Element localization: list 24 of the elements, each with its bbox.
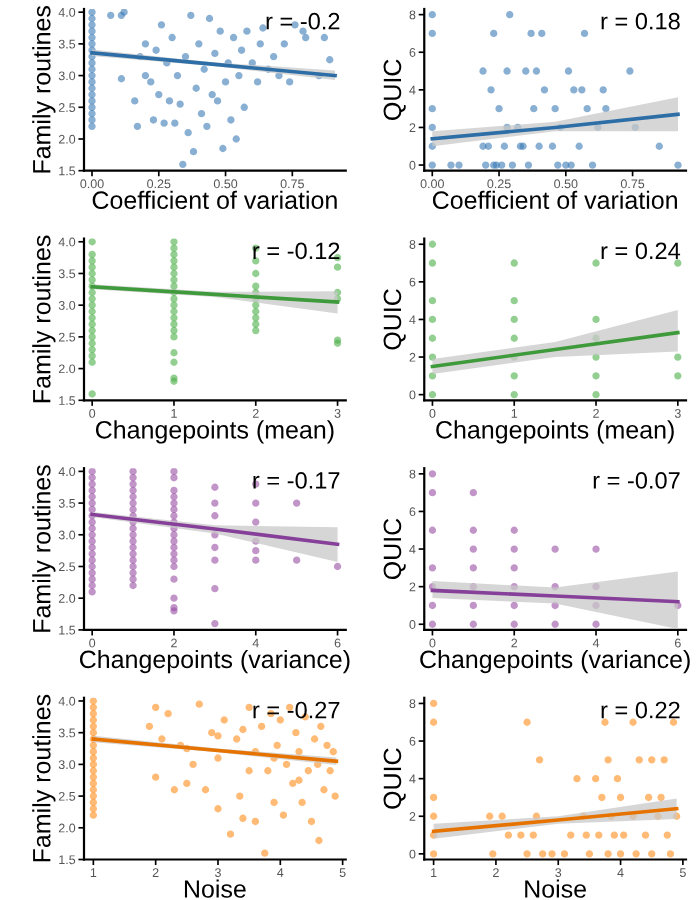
y-axis-title: Family routines (32, 235, 56, 403)
x-axis-title: Coefficient of variation (92, 190, 337, 210)
annotation: r = 0.22 (601, 701, 680, 719)
annotation: r = -0.17 (253, 472, 340, 489)
x-axis-title: Changepoints (mean) (95, 420, 334, 444)
x-axis-title: Changepoints (mean) (436, 420, 674, 444)
annotation: r = 0.18 (601, 12, 680, 30)
annotation: r = 0.24 (601, 242, 681, 260)
y-axis-title: QUIC (383, 518, 406, 580)
x-axis-title: Changepoints (variance) (420, 649, 690, 674)
annotation: r = -0.07 (593, 472, 680, 489)
y-axis-title: Family routines (32, 465, 56, 632)
x-axis-title: Noise (184, 879, 246, 898)
annotation: r = -0.27 (253, 701, 340, 719)
y-axis-title: Family routines (32, 6, 56, 173)
annotation: r = -0.12 (253, 242, 340, 260)
y-axis-title: QUIC (383, 748, 406, 809)
y-axis-title: Family routines (32, 694, 56, 862)
x-axis-title: Noise (525, 879, 586, 898)
x-axis-title: Changepoints (variance) (79, 649, 350, 674)
y-axis-title: QUIC (383, 289, 406, 350)
annotation: r = -0.2 (266, 12, 340, 30)
x-axis-title: Coefficient of variation (432, 190, 677, 210)
y-axis-title: QUIC (383, 59, 406, 120)
